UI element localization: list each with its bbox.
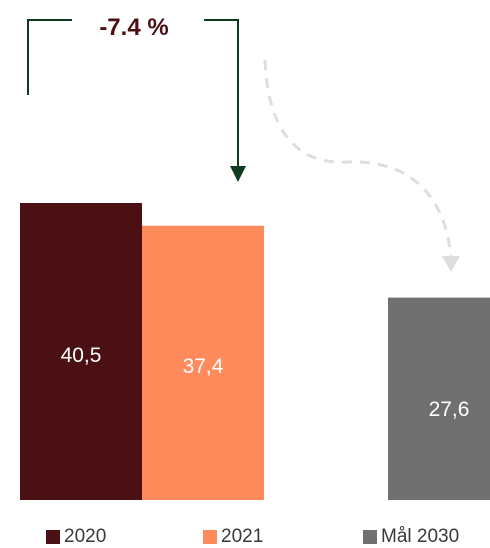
goal-dashed-arrowhead xyxy=(442,256,460,272)
bar-2021 xyxy=(142,225,264,500)
legend-swatch-2030 xyxy=(363,530,377,544)
legend-label-2030: Mål 2030 xyxy=(381,526,460,547)
bar-2020 xyxy=(20,203,142,500)
legend-swatch-2021 xyxy=(203,530,217,544)
legend-item-2020: 2020 xyxy=(46,526,106,548)
legend-label-2020: 2020 xyxy=(64,526,107,547)
bar-value-label-2030: 27,6 xyxy=(429,398,470,421)
bar-value-label-2021: 37,4 xyxy=(183,355,224,378)
goal-dashed-arrow xyxy=(263,59,453,259)
change-bracket xyxy=(27,19,239,168)
legend: 2020 2021 Mål 2030 xyxy=(0,526,490,547)
legend-label-2021: 2021 xyxy=(221,526,264,547)
bar-2030 xyxy=(388,297,490,500)
bars-group: 40,5 37,4 27,6 xyxy=(20,203,490,500)
change-arrowhead xyxy=(230,166,246,182)
bar-value-label-2020: 40,5 xyxy=(61,344,102,367)
legend-swatch-2020 xyxy=(46,530,60,544)
legend-item-2021: 2021 xyxy=(203,526,263,548)
legend-item-2030: Mål 2030 xyxy=(363,526,459,548)
change-label: -7.4 % xyxy=(99,14,168,41)
